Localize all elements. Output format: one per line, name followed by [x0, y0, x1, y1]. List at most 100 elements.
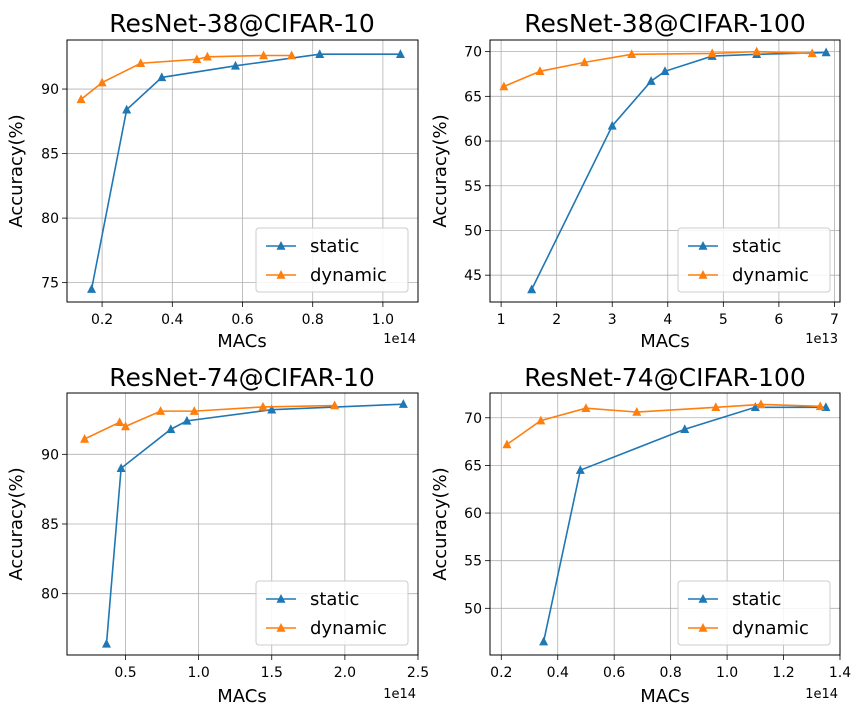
y-tick-label: 60: [464, 506, 482, 522]
x-tick-label: 0.4: [547, 665, 569, 681]
data-point-dynamic: [156, 406, 166, 415]
data-point-dynamic: [535, 66, 545, 76]
data-point-static: [539, 636, 549, 646]
chart-panel-2: 1 2 3 4 5 6 7455055606570staticdynamicResNet-3…: [430, 9, 841, 352]
data-point-static: [750, 402, 760, 412]
series-line-static: [105, 403, 404, 644]
data-point-static: [680, 424, 690, 433]
x-axis-label: MACs: [640, 331, 689, 352]
x-tick-label: 0.6: [603, 665, 625, 681]
data-point-dynamic: [707, 48, 717, 58]
data-point-dynamic: [711, 402, 721, 412]
legend-label-static: static: [732, 236, 781, 257]
data-point-dynamic: [258, 401, 268, 411]
legend-marker-dynamic: [276, 623, 286, 632]
data-point-static: [646, 76, 656, 85]
data-point-dynamic: [97, 77, 107, 87]
data-point-static: [395, 49, 405, 58]
legend-box: [255, 227, 409, 293]
data-point-static: [122, 104, 132, 114]
x-tick-label: 1.2: [772, 665, 794, 681]
data-point-dynamic: [756, 399, 766, 409]
y-tick-label: 80: [41, 211, 59, 227]
legend-label-dynamic: dynamic: [310, 265, 387, 286]
y-tick-label: 50: [464, 223, 482, 239]
y-tick-label: 60: [464, 134, 482, 150]
data-point-dynamic: [202, 51, 212, 61]
data-point-dynamic: [136, 58, 146, 67]
data-point-dynamic: [76, 94, 86, 104]
data-point-dynamic: [499, 81, 509, 91]
legend: static dynamic: [677, 227, 831, 293]
legend-label-static: static: [310, 589, 359, 610]
x-tick-label: 6: [774, 312, 783, 328]
x-tick-label: 1.4: [829, 665, 851, 681]
legend-label-dynamic: dynamic: [310, 618, 387, 639]
data-point-static: [230, 60, 240, 70]
data-point-dynamic: [192, 54, 202, 64]
data-point-dynamic: [627, 49, 637, 59]
legend-marker-static: [276, 241, 286, 250]
data-point-static: [315, 49, 325, 58]
y-tick-label: 85: [41, 517, 59, 533]
legend-marker-static: [276, 594, 286, 603]
x-axis-label: MACs: [640, 686, 689, 707]
data-point-dynamic: [330, 400, 340, 410]
data-point-static: [660, 66, 670, 76]
data-point-static: [182, 415, 192, 425]
data-point-static: [116, 463, 126, 473]
x-tick-label: 3: [608, 312, 617, 328]
chart-title: ResNet-74@CIFAR-10: [109, 363, 375, 392]
data-point-dynamic: [80, 433, 90, 443]
x-tick-label: 2.5: [407, 665, 429, 681]
legend-marker-dynamic: [698, 623, 708, 632]
series-line-dynamic: [506, 403, 821, 446]
chart-panel-1: 0.2 0.4 0.6 0.8 1.0 75 80 85 90 static dynamic ResN…: [6, 9, 419, 352]
x-tick-label: 1.0: [187, 665, 209, 681]
y-axis-label: Accuracy(%): [6, 467, 27, 580]
data-point-static: [267, 404, 277, 414]
x-tick-label: 0.5: [114, 665, 136, 681]
x-tick-label: 0.2: [490, 665, 512, 681]
data-point-static: [607, 120, 617, 130]
y-tick-label: 65: [464, 89, 482, 105]
data-point-static: [166, 424, 176, 433]
x-axis-offset-text: 1e13: [805, 332, 838, 347]
y-tick-label: 90: [41, 447, 59, 463]
x-tick-label: 2: [552, 312, 561, 328]
legend-marker-dynamic: [698, 270, 708, 279]
x-tick-label: 0.4: [161, 312, 183, 328]
x-tick-label: 0.2: [91, 312, 113, 328]
x-tick-label: 2.0: [334, 665, 356, 681]
legend-marker-static: [698, 241, 708, 250]
x-tick-label: 1.5: [261, 665, 283, 681]
y-tick-label: 55: [464, 179, 482, 195]
legend-label-static: static: [732, 589, 781, 610]
legend: static dynamic: [255, 580, 409, 646]
x-tick-label: 0.6: [231, 312, 253, 328]
y-tick-label: 85: [41, 147, 59, 163]
data-point-static: [527, 284, 537, 294]
y-tick-label: 90: [41, 82, 59, 98]
data-point-dynamic: [579, 57, 589, 67]
legend-label-dynamic: dynamic: [732, 265, 809, 286]
x-tick-label: 7: [830, 312, 839, 328]
data-point-static: [101, 638, 111, 648]
y-axis-label: Accuracy(%): [430, 467, 451, 580]
x-axis-label: MACs: [217, 686, 266, 707]
plot-frame: [66, 39, 419, 303]
series-line-dynamic: [503, 50, 813, 88]
data-point-dynamic: [115, 417, 125, 427]
y-axis-label: Accuracy(%): [6, 114, 27, 227]
y-tick-label: 75: [41, 276, 59, 292]
data-point-dynamic: [502, 439, 512, 449]
data-point-dynamic: [121, 421, 130, 431]
y-tick-label: 65: [464, 458, 482, 474]
chart-panel-4: 0.2 0.4 0.6 0.8 1.0 1.2 1.4 50 55 60 65 70 static dyn…: [430, 363, 851, 707]
data-point-dynamic: [632, 407, 642, 416]
chart-panel-3: 0.5 1.0 1.5 2.0 2.5 80 85 90 static dynamic ResNet…: [6, 363, 429, 707]
data-point-dynamic: [815, 401, 825, 411]
x-tick-label: 0.8: [302, 312, 324, 328]
legend-marker-dynamic: [276, 270, 286, 279]
